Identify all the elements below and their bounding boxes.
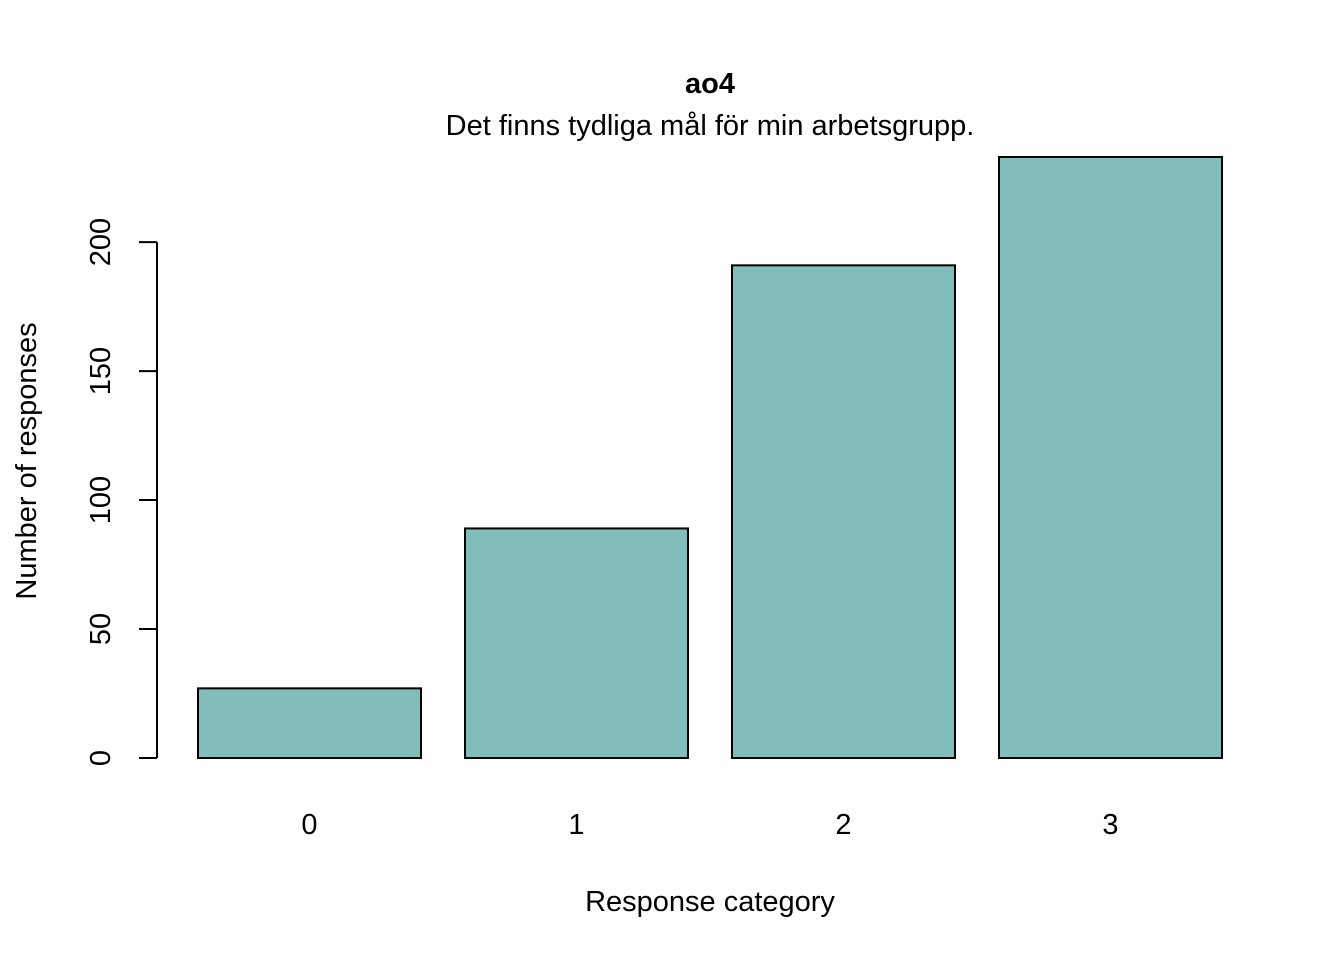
bar-3: [998, 156, 1223, 759]
y-tick-label-50: 50: [85, 613, 117, 645]
x-tick-label-1: 1: [568, 809, 584, 841]
chart-subtitle: Det finns tydliga mål för min arbetsgrup…: [446, 110, 975, 142]
y-tick-label-150: 150: [85, 347, 117, 395]
bars-group: [197, 156, 1223, 759]
x-tick-label-3: 3: [1102, 809, 1118, 841]
bar-0: [197, 687, 422, 759]
y-axis: 0 50 100 150 200: [85, 218, 158, 766]
y-tick-label-200: 200: [85, 218, 117, 266]
y-axis-label: Number of responses: [11, 322, 43, 599]
bar-1: [464, 527, 689, 759]
x-tick-label-2: 2: [835, 809, 851, 841]
chart-title: ao4: [685, 68, 735, 100]
x-axis: 0 1 2 3: [301, 809, 1118, 841]
x-axis-label: Response category: [585, 886, 835, 918]
bar-2: [731, 264, 956, 759]
y-tick-label-0: 0: [85, 750, 117, 766]
x-tick-label-0: 0: [301, 809, 317, 841]
y-tick-label-100: 100: [85, 476, 117, 524]
